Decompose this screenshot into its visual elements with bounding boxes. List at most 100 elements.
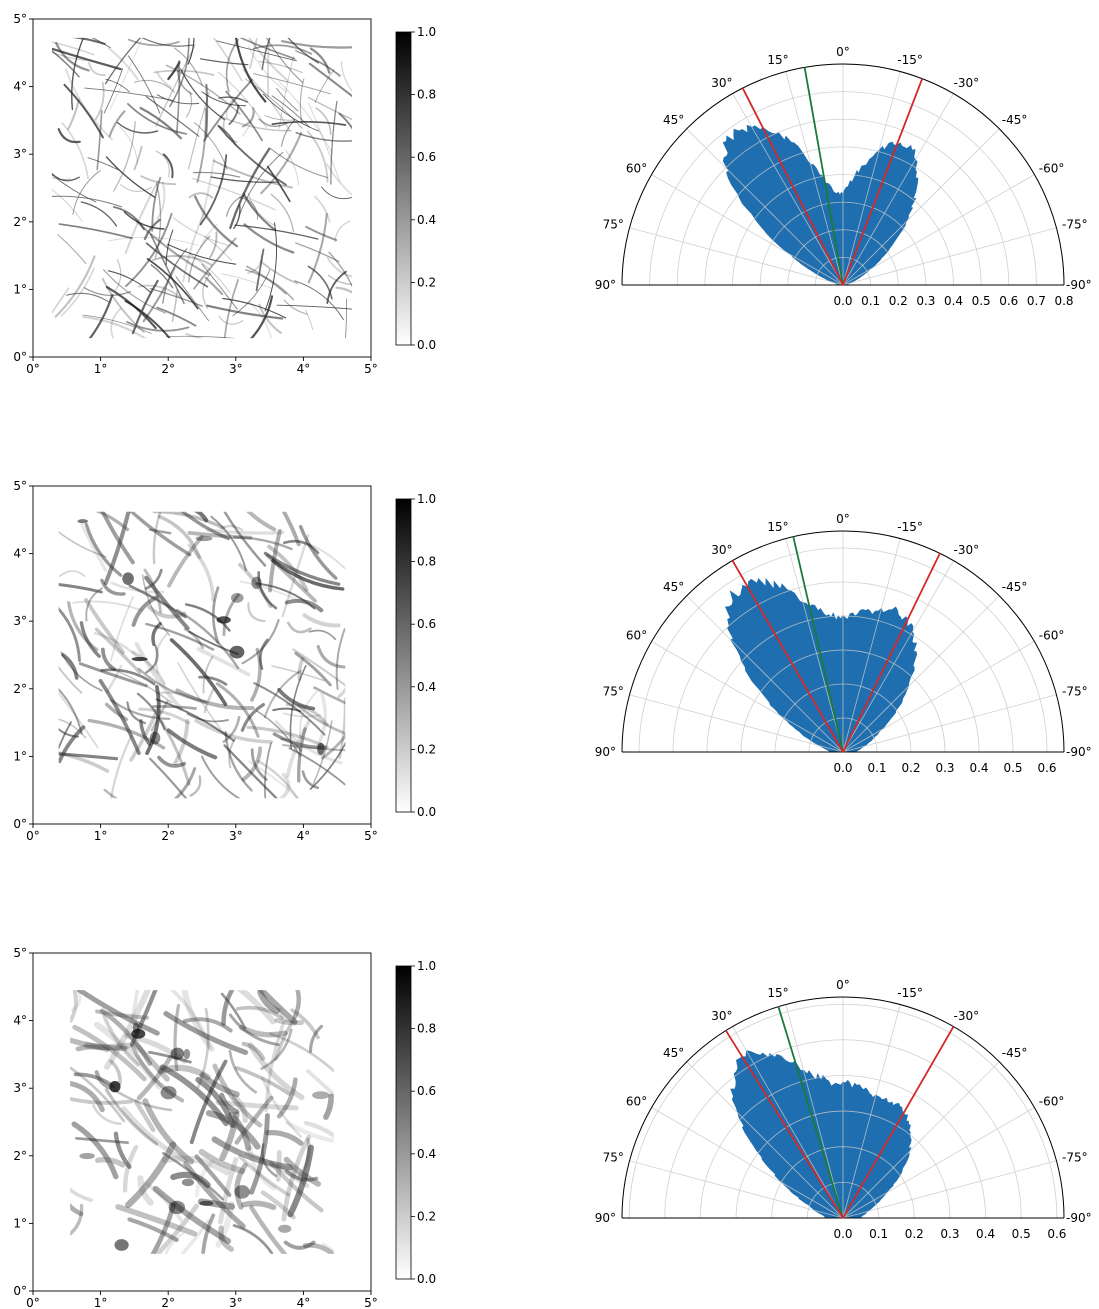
x-tick-label: 4° bbox=[297, 1296, 311, 1309]
streak bbox=[92, 1104, 122, 1126]
y-tick-label: 2° bbox=[13, 682, 27, 696]
angular-gridline bbox=[842, 1004, 901, 1219]
streak bbox=[116, 121, 159, 134]
angular-gridline bbox=[651, 641, 844, 753]
streak bbox=[345, 298, 347, 339]
streak bbox=[198, 1148, 246, 1175]
streak bbox=[113, 1131, 132, 1169]
streak bbox=[186, 713, 229, 723]
streak bbox=[144, 568, 163, 590]
streak bbox=[194, 1159, 215, 1198]
streak bbox=[307, 96, 353, 121]
streak bbox=[137, 1175, 154, 1206]
streak bbox=[241, 107, 255, 128]
colorbar-tick-label: 0.2 bbox=[417, 275, 436, 289]
streak bbox=[82, 315, 147, 339]
green-direction-line bbox=[792, 536, 844, 753]
streak bbox=[70, 1203, 84, 1237]
streak bbox=[295, 50, 341, 77]
streak bbox=[206, 528, 285, 535]
streak bbox=[177, 662, 228, 739]
streak bbox=[271, 665, 325, 682]
streak bbox=[103, 269, 167, 314]
angular-gridline bbox=[842, 227, 1057, 286]
dense-spot bbox=[195, 535, 213, 542]
streak bbox=[321, 186, 353, 200]
streak bbox=[279, 772, 291, 799]
streak bbox=[136, 220, 210, 276]
streak bbox=[315, 107, 332, 136]
streak bbox=[113, 1088, 173, 1112]
streak bbox=[316, 644, 346, 669]
streak bbox=[104, 37, 142, 85]
polar-panel: 90° 75° 60° 45° 30° 15° 0° -15° -30° -45° -60° -75°… bbox=[595, 978, 1092, 1241]
streak bbox=[223, 511, 267, 567]
streak bbox=[228, 104, 240, 125]
theta-tick-label: -75° bbox=[1062, 218, 1088, 232]
streak bbox=[71, 990, 82, 1012]
streak bbox=[70, 1187, 93, 1202]
streak bbox=[130, 990, 140, 1020]
streak bbox=[290, 1008, 320, 1040]
streak bbox=[245, 265, 287, 295]
streak bbox=[316, 692, 327, 748]
red-direction-line bbox=[842, 78, 924, 286]
streak bbox=[131, 279, 159, 335]
streak bbox=[225, 38, 239, 93]
dense-spot bbox=[132, 1022, 140, 1034]
streak bbox=[257, 990, 298, 1025]
streak bbox=[140, 175, 177, 186]
streak bbox=[203, 687, 215, 714]
streak bbox=[143, 218, 161, 241]
streak bbox=[80, 201, 118, 227]
colorbar bbox=[395, 965, 412, 1280]
streak bbox=[151, 622, 162, 647]
streak bbox=[269, 1032, 334, 1073]
streak bbox=[221, 990, 235, 1027]
streak bbox=[243, 223, 295, 254]
angular-gridline bbox=[651, 1107, 844, 1219]
streak bbox=[189, 1059, 228, 1145]
streak bbox=[308, 1024, 324, 1053]
streak bbox=[70, 1066, 126, 1123]
streak bbox=[96, 109, 103, 171]
streak bbox=[173, 718, 190, 765]
theta-tick-label: -60° bbox=[1039, 629, 1065, 643]
angular-gridline bbox=[686, 128, 844, 286]
angular-gridline bbox=[842, 560, 954, 753]
theta-tick-label: 60° bbox=[626, 629, 647, 643]
streak bbox=[231, 1094, 248, 1124]
dense-spot bbox=[199, 1200, 214, 1206]
theta-tick-label: -60° bbox=[1039, 162, 1065, 176]
streak bbox=[247, 253, 263, 275]
angular-gridline bbox=[785, 1004, 844, 1219]
angular-gridline bbox=[629, 1160, 844, 1219]
angular-gridline bbox=[651, 174, 844, 286]
streak bbox=[249, 1205, 288, 1254]
streak bbox=[151, 177, 162, 232]
streak bbox=[330, 100, 338, 185]
streak bbox=[297, 1137, 311, 1178]
streak bbox=[103, 788, 118, 799]
r-tick-label: 0.2 bbox=[901, 761, 920, 775]
streak bbox=[224, 731, 253, 792]
streak bbox=[58, 688, 83, 735]
streak bbox=[141, 37, 194, 47]
colorbar-tick-label: 0.0 bbox=[417, 338, 436, 352]
streak bbox=[260, 131, 303, 195]
streak bbox=[126, 321, 190, 332]
colorbar-tick-label: 0.4 bbox=[417, 1147, 436, 1161]
streak bbox=[264, 742, 272, 799]
streak bbox=[107, 270, 152, 294]
streak bbox=[326, 270, 347, 304]
streak bbox=[266, 165, 291, 203]
streak bbox=[138, 707, 190, 725]
streak bbox=[294, 280, 345, 321]
streak bbox=[155, 44, 196, 127]
streak bbox=[249, 37, 258, 70]
streak bbox=[258, 60, 303, 74]
streak bbox=[202, 272, 212, 310]
colorbar-tick-label: 0.6 bbox=[417, 1084, 436, 1098]
theta-tick-label: -45° bbox=[1002, 1046, 1028, 1060]
streak bbox=[58, 727, 79, 738]
